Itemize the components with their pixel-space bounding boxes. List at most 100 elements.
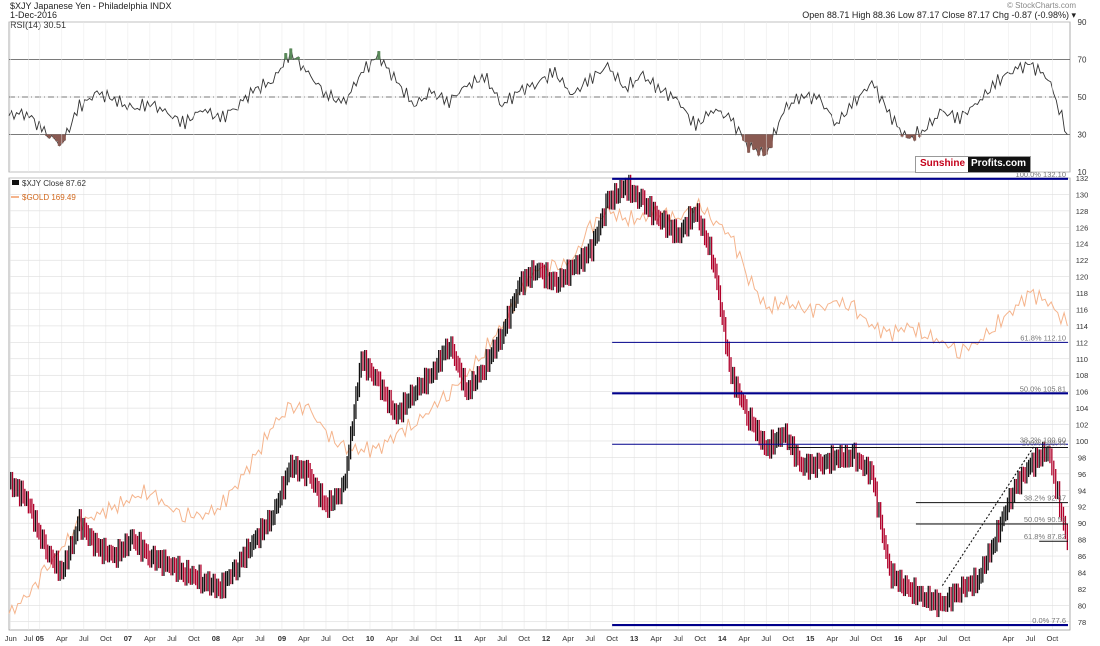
x-tick-label: Jul	[321, 634, 331, 643]
x-tick-label: Apr	[474, 634, 486, 643]
x-tick-label: Oct	[1047, 634, 1060, 643]
legend-gold: $GOLD 169.49	[22, 193, 76, 202]
price-y-tick-label: 82	[1078, 585, 1086, 594]
legend-xjy: $XJY Close 87.62	[22, 179, 86, 188]
x-tick-label: Oct	[342, 634, 355, 643]
x-tick-label: Apr	[56, 634, 68, 643]
price-panel: 132 130 128 126 124 122 120 118 116 114 112 110 108 1…	[5, 170, 1089, 643]
x-tick-label: Jul	[255, 634, 265, 643]
price-y-tick-label: 94	[1078, 486, 1086, 495]
price-y-tick-label: 90	[1078, 519, 1086, 528]
x-tick-label: Jul	[585, 634, 595, 643]
price-y-tick-label: 106	[1076, 388, 1089, 397]
sunshine-profits-logo: Sunshine Profits.com	[915, 156, 1032, 173]
fib-level-label: 38.2% 100.60	[1020, 435, 1066, 444]
fib-level-label: 61.8% 112.10	[1020, 333, 1066, 342]
x-tick-label: 10	[366, 634, 374, 643]
x-tick-label: Apr	[1003, 634, 1015, 643]
price-y-tick-label: 130	[1076, 190, 1089, 199]
x-tick-label: Jul	[938, 634, 948, 643]
x-tick-label: Jul	[409, 634, 419, 643]
x-tick-label: Oct	[188, 634, 201, 643]
x-tick-label: Jul	[79, 634, 89, 643]
price-y-tick-label: 96	[1078, 470, 1086, 479]
x-tick-label: Oct	[100, 634, 113, 643]
rsi-y-tick-label: 30	[1078, 131, 1087, 140]
x-tick-label: 14	[718, 634, 727, 643]
price-frame	[8, 177, 1071, 631]
price-y-tick-label: 114	[1076, 322, 1088, 331]
price-y-tick-label: 126	[1076, 223, 1089, 232]
watermark: © StockCharts.com	[1006, 1, 1076, 10]
legend-swatch-xjy	[12, 180, 19, 185]
rsi-title: RSI(14) 30.51	[10, 20, 66, 30]
price-y-tick-label: 84	[1078, 568, 1086, 577]
price-y-tick-label: 110	[1076, 355, 1088, 364]
x-tick-label: Apr	[738, 634, 750, 643]
price-y-tick-label: 124	[1076, 240, 1089, 249]
x-tick-label: 16	[894, 634, 902, 643]
price-y-tick-label: 120	[1076, 273, 1089, 282]
fib-level-label: 0.0% 77.6	[1032, 616, 1066, 625]
price-y-tick-label: 100	[1076, 437, 1089, 446]
price-y-tick-label: 118	[1076, 289, 1088, 298]
x-tick-label: Apr	[144, 634, 156, 643]
rsi-y-tick-label: 10	[1078, 168, 1087, 177]
x-tick-label: 08	[212, 634, 220, 643]
fib-level-label: 50.0% 105.81	[1020, 384, 1066, 393]
price-y-tick-label: 108	[1076, 371, 1089, 380]
x-tick-label: Apr	[386, 634, 398, 643]
x-tick-label: 15	[806, 634, 814, 643]
x-tick-label: Apr	[562, 634, 574, 643]
logo-part-sunshine: Sunshine	[916, 157, 969, 172]
price-y-tick-label: 102	[1076, 421, 1089, 430]
x-tick-label: 13	[630, 634, 638, 643]
price-y-tick-label: 86	[1078, 552, 1086, 561]
x-tick-label: Jul	[497, 634, 507, 643]
price-y-tick-label: 104	[1076, 404, 1089, 413]
x-tick-label: Apr	[914, 634, 926, 643]
price-y-tick-label: 78	[1078, 618, 1086, 627]
x-tick-label: Jul	[849, 634, 859, 643]
x-tick-label: Jun	[5, 634, 17, 643]
x-tick-label: 12	[542, 634, 550, 643]
x-tick-label: Oct	[518, 634, 531, 643]
fib-level-label: 61.8% 87.82	[1024, 532, 1066, 541]
x-tick-label: Jul	[167, 634, 177, 643]
price-y-tick-label: 88	[1078, 536, 1086, 545]
logo-part-profits: Profits.com	[968, 157, 1031, 172]
rsi-y-tick-label: 90	[1078, 18, 1087, 27]
rsi-y-tick-label: 70	[1078, 56, 1087, 65]
gold-line	[8, 197, 1068, 615]
price-y-tick-label: 80	[1078, 601, 1086, 610]
x-tick-label: Apr	[298, 634, 310, 643]
x-tick-label: 11	[454, 634, 462, 643]
x-tick-label: Jul	[1026, 634, 1036, 643]
fib-level-label: 100% 100.44	[1022, 439, 1066, 448]
rsi-panel: 90 70 50 30 10 RSI(14) 30.51	[8, 18, 1087, 177]
price-y-tick-label: 116	[1076, 305, 1088, 314]
x-tick-label: Apr	[232, 634, 244, 643]
price-y-tick-label: 128	[1076, 207, 1089, 216]
ohlc-readout: Open 88.71 High 88.36 Low 87.17 Close 87…	[802, 10, 1076, 20]
x-tick-label: Jul	[673, 634, 683, 643]
x-tick-label: Jul	[24, 634, 34, 643]
x-tick-label: 05	[36, 634, 44, 643]
fib-level-label: 100.0% 132.10	[1016, 170, 1066, 179]
x-tick-label: Apr	[826, 634, 838, 643]
x-tick-label: Oct	[959, 634, 972, 643]
chart-symbol: $XJY Japanese Yen - Philadelphia INDX	[10, 1, 172, 11]
fib-level-label: 50.0% 90.51	[1024, 515, 1066, 524]
x-tick-label: Oct	[606, 634, 619, 643]
x-tick-label: Apr	[650, 634, 662, 643]
x-tick-label: Jul	[761, 634, 771, 643]
trendline	[941, 444, 1036, 586]
x-tick-label: 09	[278, 634, 286, 643]
x-tick-label: Oct	[430, 634, 443, 643]
rsi-line	[8, 48, 1068, 157]
chart-date: 1-Dec-2016	[10, 10, 58, 20]
price-y-tick-label: 98	[1078, 453, 1086, 462]
price-y-tick-label: 122	[1076, 256, 1089, 265]
x-tick-label: Oct	[870, 634, 883, 643]
